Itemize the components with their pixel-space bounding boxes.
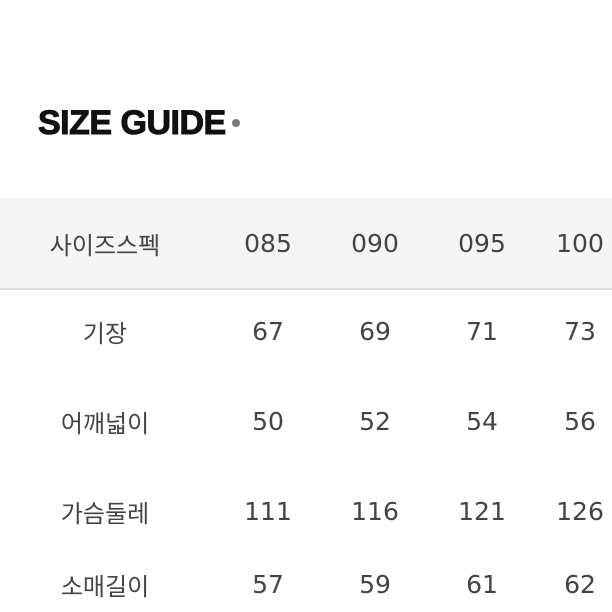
cell: 71 xyxy=(466,316,498,346)
cell: 61 xyxy=(466,569,498,599)
header-cell: 090 xyxy=(351,228,399,258)
page-title: SIZE GUIDE xyxy=(38,104,240,143)
table-row: 어깨넓이 50 52 54 56 xyxy=(0,376,612,466)
cell: 62 xyxy=(564,569,596,599)
cell: 126 xyxy=(556,496,604,526)
bullet-dot-icon xyxy=(231,119,240,128)
cell: 50 xyxy=(252,406,284,436)
row-label: 소매길이 xyxy=(60,572,150,601)
row-label: 기장 xyxy=(82,319,128,348)
title-text: SIZE GUIDE xyxy=(38,104,227,143)
table-row: 가슴둘레 111 116 121 126 xyxy=(0,466,612,556)
cell: 73 xyxy=(564,316,596,346)
cell: 67 xyxy=(252,316,284,346)
row-label: 가슴둘레 xyxy=(60,499,150,528)
cell: 121 xyxy=(458,496,506,526)
table-header-row: 사이즈스펙 085 090 095 100 xyxy=(0,198,612,290)
cell: 116 xyxy=(351,496,399,526)
table-row: 기장 67 69 71 73 xyxy=(0,286,612,376)
cell: 54 xyxy=(466,406,498,436)
cell: 52 xyxy=(359,406,391,436)
header-cell: 085 xyxy=(244,228,292,258)
row-label: 어깨넓이 xyxy=(60,409,150,438)
header-cell: 사이즈스펙 xyxy=(49,231,161,260)
cell: 69 xyxy=(359,316,391,346)
cell: 111 xyxy=(244,496,292,526)
header-cell: 100 xyxy=(556,228,604,258)
cell: 56 xyxy=(564,406,596,436)
header-cell: 095 xyxy=(458,228,506,258)
cell: 59 xyxy=(359,569,391,599)
table-row: 소매길이 57 59 61 62 xyxy=(0,556,612,612)
cell: 57 xyxy=(252,569,284,599)
